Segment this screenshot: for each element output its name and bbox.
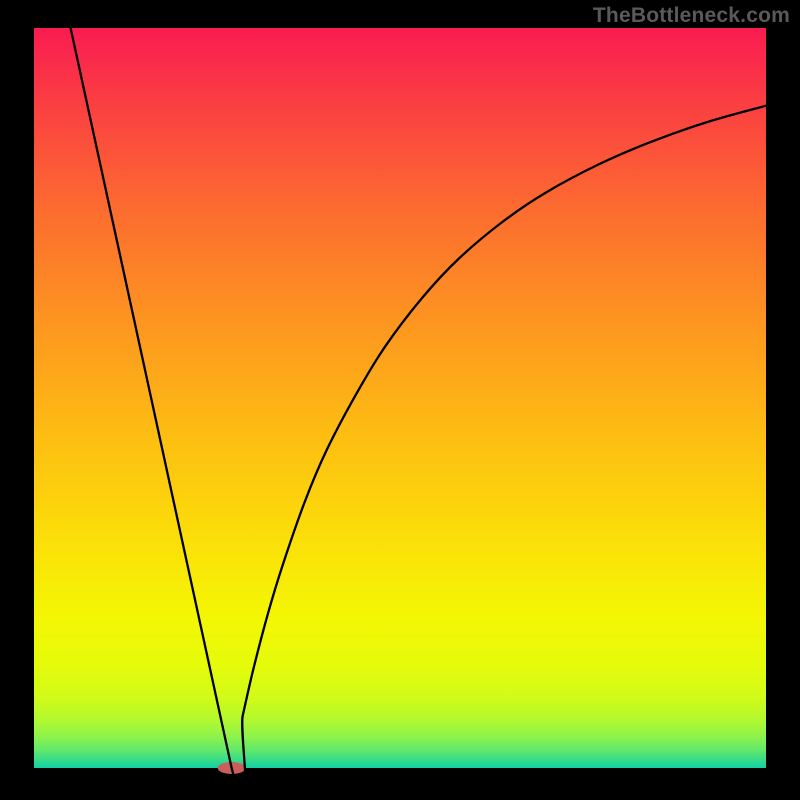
chart-frame: TheBottleneck.com: [0, 0, 800, 800]
bottleneck-chart: [0, 0, 800, 800]
watermark-text: TheBottleneck.com: [593, 4, 790, 28]
